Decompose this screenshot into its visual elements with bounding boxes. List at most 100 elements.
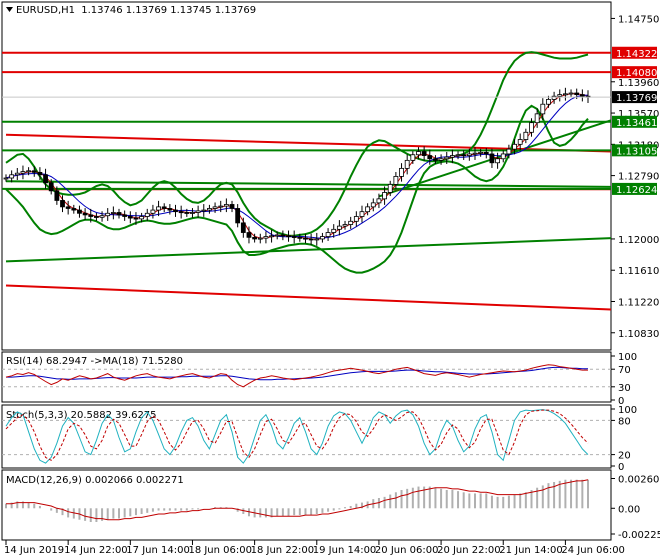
rsi-line bbox=[5, 364, 588, 388]
candle-body bbox=[483, 151, 489, 155]
candle-body bbox=[444, 156, 450, 160]
candle-body bbox=[9, 174, 15, 179]
candle-body bbox=[173, 209, 178, 213]
trendline bbox=[5, 284, 612, 311]
candle-body bbox=[37, 171, 43, 176]
candle-body bbox=[500, 153, 506, 160]
price-pane-frame bbox=[1, 1, 612, 351]
candle-body bbox=[382, 192, 387, 200]
candle-body bbox=[320, 236, 325, 240]
candle-body bbox=[472, 152, 478, 155]
tick-label: 0.00 bbox=[618, 504, 640, 515]
candle-body bbox=[421, 151, 427, 156]
candle-body bbox=[325, 232, 331, 237]
candle-body bbox=[466, 153, 472, 156]
candle-body bbox=[14, 172, 20, 176]
time-tick-label: 20 Jun 22:00 bbox=[437, 545, 501, 556]
time-tick-label: 18 Jun 06:00 bbox=[188, 545, 252, 556]
candle-body bbox=[461, 154, 467, 157]
candle-body bbox=[54, 190, 60, 201]
candle-body bbox=[26, 170, 32, 173]
ohlc-label: 1.13746 1.13769 1.13745 1.13769 bbox=[81, 5, 256, 16]
candle-body bbox=[303, 237, 308, 240]
candle-body bbox=[190, 212, 195, 214]
candle-body bbox=[365, 206, 371, 213]
candle-body bbox=[127, 216, 133, 219]
price-axis: 1.147501.139601.135701.131801.127901.120… bbox=[611, 14, 659, 340]
candle-body bbox=[235, 208, 241, 224]
level-tag-box bbox=[612, 66, 657, 79]
candle-body bbox=[376, 198, 382, 204]
candle-body bbox=[297, 236, 303, 239]
time-tick-label: 14 Jun 2019 bbox=[4, 545, 64, 556]
candle-body bbox=[252, 236, 258, 240]
rsi-ma-line bbox=[6, 366, 588, 381]
price-tick-label: 1.13960 bbox=[618, 78, 659, 89]
time-tick-label: 20 Jun 06:00 bbox=[375, 545, 439, 556]
candle-body bbox=[31, 170, 37, 173]
level-tag-box bbox=[612, 144, 657, 157]
candle-body bbox=[568, 92, 574, 95]
candle-body bbox=[393, 176, 399, 185]
time-tick-label: 21 Jun 14:00 bbox=[499, 545, 563, 556]
candle-body bbox=[201, 209, 207, 212]
candle-body bbox=[529, 122, 534, 133]
candle-body bbox=[212, 206, 218, 209]
macd-signal-line bbox=[6, 479, 589, 521]
candle-body bbox=[489, 153, 495, 164]
candle-body bbox=[139, 216, 145, 220]
candle-body bbox=[370, 202, 376, 208]
price-tick-label: 1.12000 bbox=[618, 235, 659, 246]
candle-body bbox=[478, 151, 484, 154]
candle-body bbox=[60, 200, 65, 208]
candle-body bbox=[48, 182, 54, 192]
level-price-tags: 1.14322 1.14080 1.13461 1.13105 1.12624 bbox=[612, 46, 657, 196]
candle-body bbox=[534, 113, 540, 124]
macd-pane: MACD(12,26,9) 0.002066 0.002271 0.002607… bbox=[1, 469, 660, 541]
candle-body bbox=[427, 155, 433, 160]
price-tick-label: 1.11220 bbox=[618, 297, 659, 308]
tick-label: 0.002607 bbox=[618, 474, 660, 485]
trendline bbox=[378, 119, 612, 198]
candle-body bbox=[495, 158, 500, 164]
candle-body bbox=[416, 151, 421, 156]
candle-body bbox=[314, 238, 320, 241]
tick-label: 0 bbox=[618, 462, 624, 473]
candle-body bbox=[540, 103, 546, 115]
candle-body bbox=[506, 148, 512, 155]
candle-body bbox=[574, 92, 580, 96]
candle-body bbox=[207, 208, 212, 211]
rsi-pane-frame bbox=[1, 351, 612, 403]
candle-body bbox=[331, 228, 337, 233]
candle-body bbox=[105, 212, 111, 217]
candle-body bbox=[263, 236, 269, 239]
collapse-triangle-icon[interactable] bbox=[6, 7, 13, 12]
bollinger-upper bbox=[5, 51, 589, 237]
candle-body bbox=[71, 208, 77, 211]
candle-body bbox=[195, 210, 201, 213]
price-pane: EURUSD,H1 1.13746 1.13769 1.13745 1.1376… bbox=[1, 1, 659, 351]
current-price-box bbox=[612, 91, 657, 104]
rsi-plot: 100 70 30 0 bbox=[2, 352, 637, 407]
time-tick-label: 14 Jun 22:00 bbox=[64, 545, 128, 556]
candle-body bbox=[523, 131, 529, 140]
candle-body bbox=[144, 212, 150, 217]
candle-body bbox=[342, 224, 348, 227]
candle-body bbox=[110, 212, 116, 214]
candle-body bbox=[82, 212, 88, 216]
candle-body bbox=[122, 214, 128, 217]
symbol-label: EURUSD,H1 bbox=[16, 5, 75, 16]
candle-body bbox=[308, 238, 314, 241]
candle-body bbox=[94, 216, 99, 218]
candle-body bbox=[404, 159, 410, 169]
candle-body bbox=[562, 93, 568, 96]
candle-body bbox=[348, 220, 354, 225]
bollinger-bands bbox=[5, 51, 589, 274]
candle-body bbox=[77, 209, 82, 214]
time-tick-label: 19 Jun 14:00 bbox=[313, 545, 377, 556]
candle-body bbox=[274, 234, 280, 237]
